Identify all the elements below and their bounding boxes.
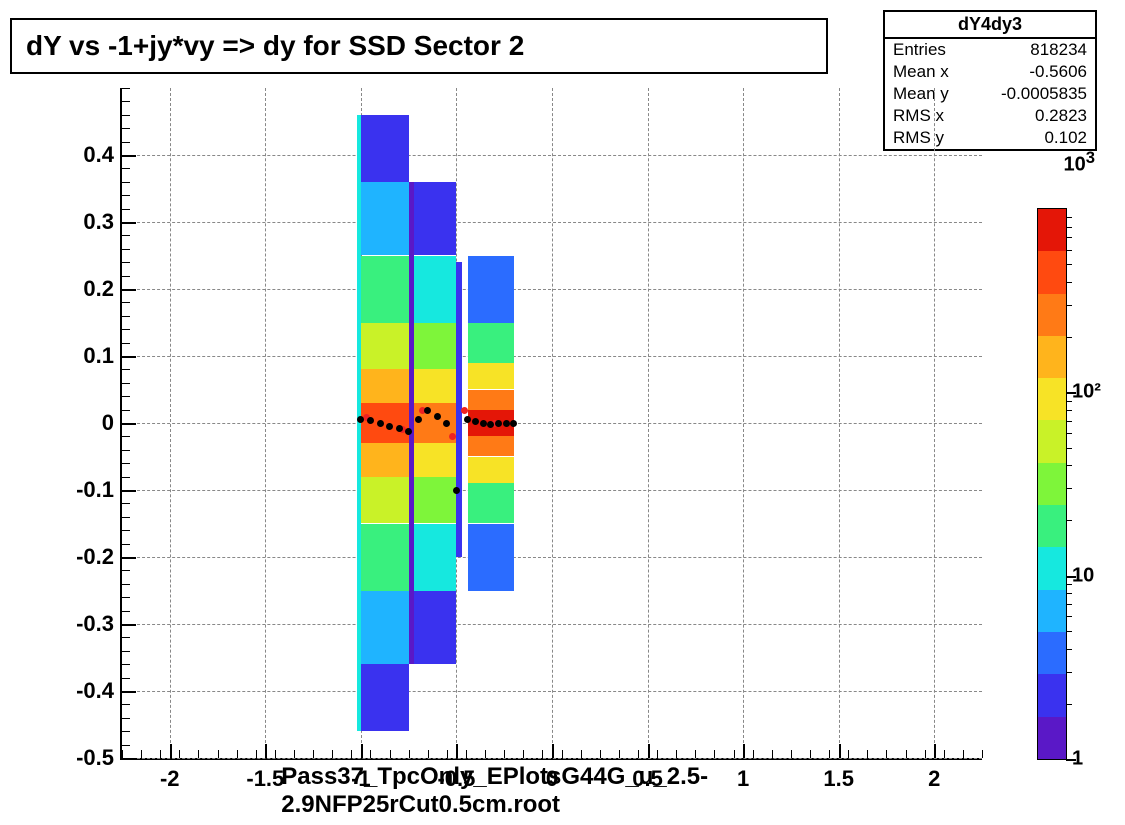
profile-point-red bbox=[461, 407, 468, 414]
heat-cell bbox=[361, 591, 409, 665]
plot-title: dY vs -1+jy*vy => dy for SSD Sector 2 bbox=[26, 30, 524, 62]
heat-cell bbox=[468, 256, 514, 323]
heat-cell bbox=[414, 524, 456, 591]
heat-cell bbox=[361, 664, 409, 731]
plot-area: -0.5-0.4-0.3-0.2-0.100.10.20.30.4-2-1.5-… bbox=[120, 88, 982, 760]
stats-row: Entries818234 bbox=[885, 39, 1095, 61]
profile-point-black bbox=[386, 423, 393, 430]
heat-cell bbox=[361, 477, 409, 524]
heat-cell bbox=[414, 323, 456, 370]
heat-cell bbox=[468, 323, 514, 363]
profile-point-black bbox=[405, 428, 412, 435]
profile-point-black bbox=[396, 425, 403, 432]
y-tick-label: 0 bbox=[54, 410, 122, 436]
profile-point-black bbox=[443, 420, 450, 427]
y-tick-label: -0.2 bbox=[54, 544, 122, 570]
y-tick-label: -0.5 bbox=[54, 745, 122, 771]
colorbar-tick-label: 1 bbox=[1066, 748, 1083, 771]
y-tick-label: -0.1 bbox=[54, 477, 122, 503]
y-tick-label: -0.4 bbox=[54, 678, 122, 704]
colorbar: 11010² bbox=[1037, 208, 1067, 760]
heat-cell bbox=[361, 369, 409, 403]
heat-cell bbox=[414, 443, 456, 477]
x-tick-label: -2 bbox=[160, 758, 180, 792]
heat-cell bbox=[361, 443, 409, 477]
heat-cell bbox=[361, 115, 409, 182]
heat-cell bbox=[468, 524, 514, 591]
colorbar-exp-top: 103 bbox=[1063, 148, 1095, 177]
profile-point-black bbox=[434, 413, 441, 420]
heat-cell bbox=[414, 256, 456, 323]
y-tick-label: 0.4 bbox=[54, 142, 122, 168]
heat-cell bbox=[361, 182, 409, 256]
y-tick-label: -0.3 bbox=[54, 611, 122, 637]
plot-title-box: dY vs -1+jy*vy => dy for SSD Sector 2 bbox=[10, 18, 828, 74]
profile-point-black bbox=[510, 420, 517, 427]
profile-point-black bbox=[453, 487, 460, 494]
heat-cell bbox=[414, 182, 456, 256]
x-tick-label: -1.5 bbox=[246, 758, 284, 792]
heat-cell bbox=[361, 256, 409, 323]
heat-cell bbox=[414, 369, 456, 403]
heat-cell bbox=[414, 477, 456, 524]
heat-cell bbox=[468, 483, 514, 523]
heat-cell bbox=[468, 363, 514, 390]
y-tick-label: 0.2 bbox=[54, 276, 122, 302]
profile-point-black bbox=[377, 420, 384, 427]
profile-point-black bbox=[503, 420, 510, 427]
x-tick-label: 2 bbox=[928, 758, 940, 792]
y-tick-label: 0.1 bbox=[54, 343, 122, 369]
profile-point-black bbox=[415, 416, 422, 423]
profile-point-red bbox=[449, 433, 456, 440]
heat-cell bbox=[414, 591, 456, 665]
stats-name: dY4dy3 bbox=[885, 12, 1095, 39]
x-axis-label: Pass37_TpcOnly_EPlotsG44G_u_2.5-2.9NFP25… bbox=[281, 763, 844, 819]
stats-row: Mean x-0.5606 bbox=[885, 61, 1095, 83]
heat-cell bbox=[361, 524, 409, 591]
heat-cell bbox=[468, 390, 514, 410]
root-canvas: dY vs -1+jy*vy => dy for SSD Sector 2 dY… bbox=[0, 0, 1125, 825]
heat-cell bbox=[361, 323, 409, 370]
y-tick-label: 0.3 bbox=[54, 209, 122, 235]
profile-point-black bbox=[480, 420, 487, 427]
heat-cell bbox=[468, 436, 514, 456]
heat-cell bbox=[468, 457, 514, 484]
